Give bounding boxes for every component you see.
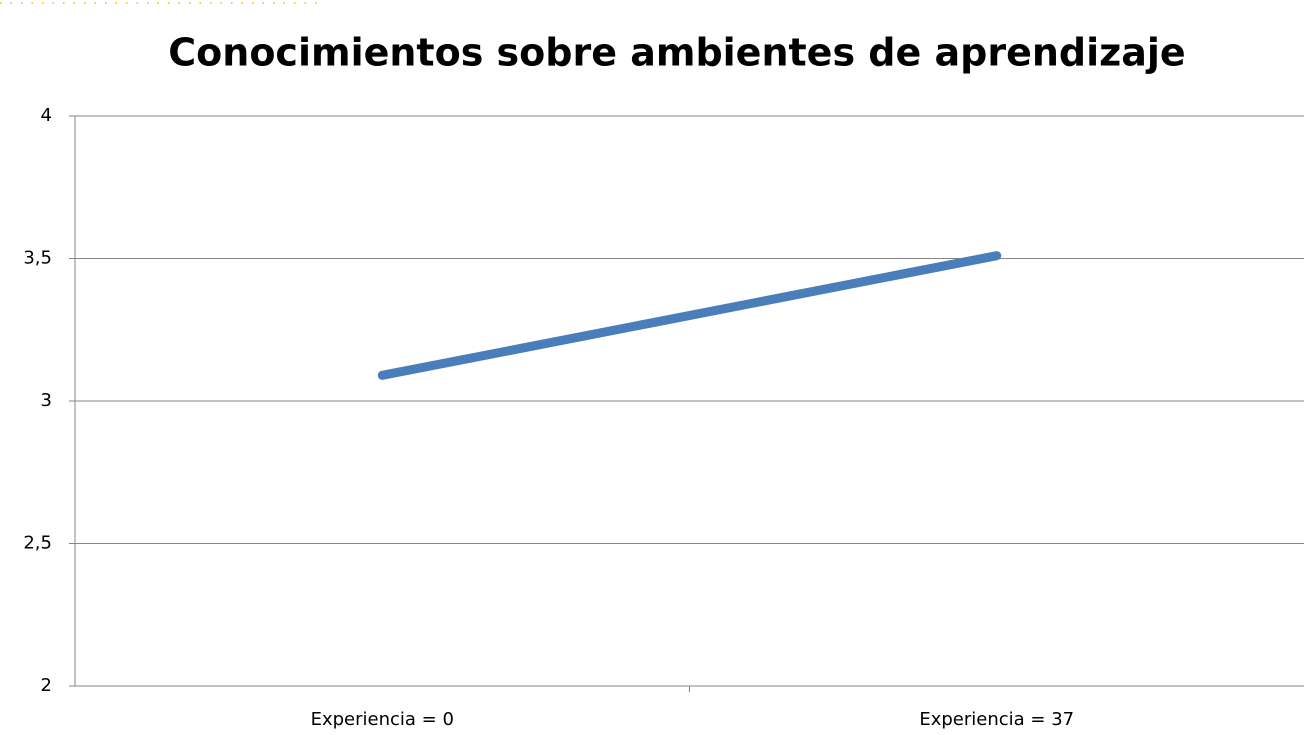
y-tick-label: 2,5 <box>23 533 52 554</box>
y-tick-label: 3,5 <box>23 248 52 269</box>
x-tick-label: Experiencia = 37 <box>919 709 1074 730</box>
chart-title: Conocimientos sobre ambientes de aprendi… <box>168 31 1185 75</box>
y-tick-label: 3 <box>41 390 52 411</box>
y-tick-label: 4 <box>41 105 52 126</box>
x-tick-label: Experiencia = 0 <box>311 709 454 730</box>
series-line <box>377 251 1002 380</box>
y-tick-label: 2 <box>41 675 52 696</box>
